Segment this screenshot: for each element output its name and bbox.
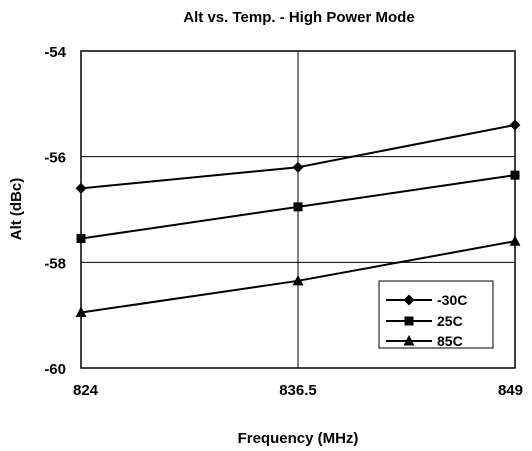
series-layer [75,119,521,318]
x-tick-labels: 824 836.5 849 [73,382,523,399]
x-tick-label: 836.5 [279,382,317,399]
data-point-diamond [75,182,87,194]
data-point-diamond [292,161,304,173]
y-tick-label: -58 [44,255,66,272]
legend-marker-triangle [403,335,415,346]
legend-marker-square [404,316,414,326]
x-tick-label: 849 [498,382,523,399]
x-axis-label: Frequency (MHz) [238,430,359,447]
x-tick-label: 824 [73,382,99,399]
y-tick-label: -54 [44,44,66,61]
data-point-diamond [509,119,521,131]
y-axis-label: Alt (dBc) [8,178,25,241]
y-tick-label: -56 [44,150,66,167]
legend: -30C 25C 85C [378,280,494,349]
legend-box [378,280,494,349]
data-point-triangle [292,274,304,286]
legend-marker-diamond [403,294,415,306]
data-point-triangle [75,306,87,318]
legend-label: 25C [437,313,463,329]
legend-label: -30C [437,292,467,308]
legend-label: 85C [437,333,463,349]
y-tick-labels: -60 -58 -56 -54 [44,44,66,378]
data-point-triangle [509,235,521,246]
plot-area [80,50,516,369]
y-tick-label: -60 [44,361,66,378]
data-point-square [76,234,86,244]
data-point-square [293,202,303,212]
chart-title: Alt vs. Temp. - High Power Mode [183,9,414,26]
data-point-square [510,170,520,180]
